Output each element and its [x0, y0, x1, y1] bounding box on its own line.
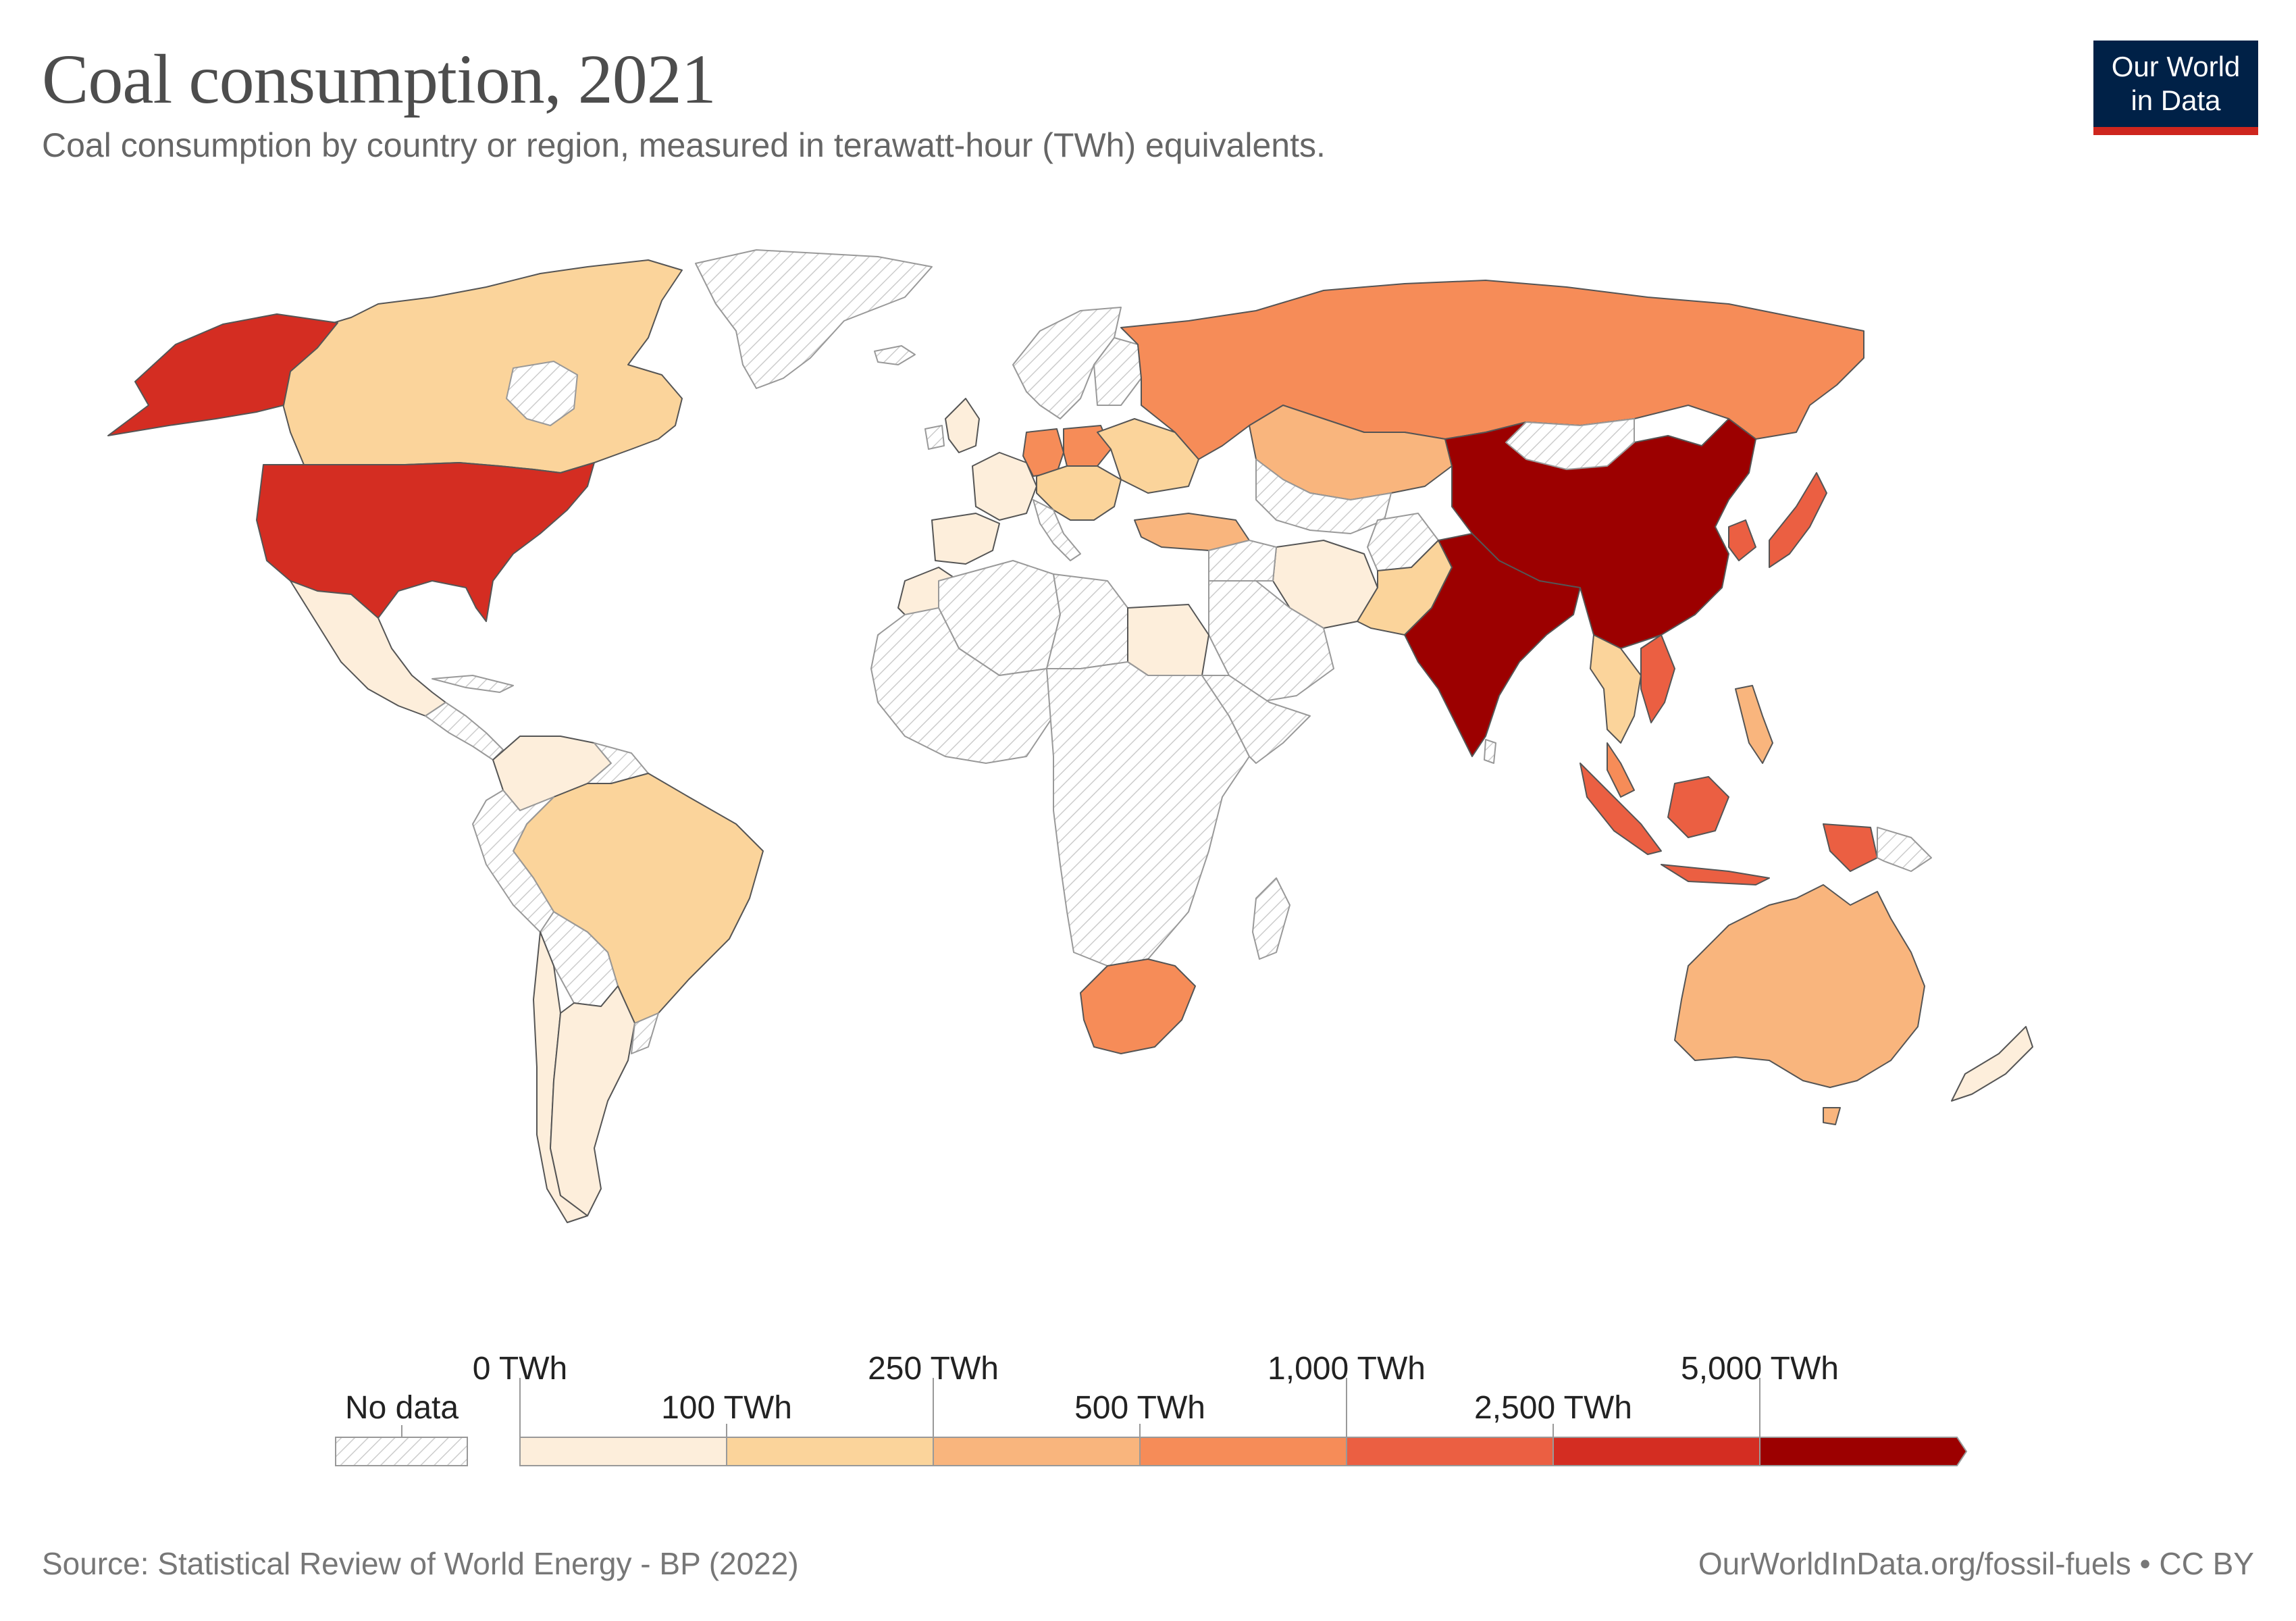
legend-threshold-label: 250 TWh [868, 1351, 999, 1387]
legend-threshold-label: 100 TWh [661, 1390, 792, 1426]
legend-bin[interactable] [726, 1437, 934, 1466]
region-horn-of-africa[interactable] [1201, 675, 1311, 764]
world-map [107, 249, 2033, 1223]
region-malaysia[interactable] [1607, 742, 1635, 798]
legend-no-data-label: No data [345, 1390, 459, 1426]
logo-line-2: in Data [2131, 84, 2221, 116]
legend-bin[interactable] [933, 1437, 1141, 1466]
region-central-america[interactable] [425, 702, 504, 761]
region-united-kingdom[interactable] [945, 398, 980, 453]
region-libya[interactable] [1046, 573, 1128, 669]
legend-no-data-swatch [335, 1437, 468, 1466]
legend-bin[interactable] [1759, 1437, 1968, 1466]
region-iceland[interactable] [874, 345, 916, 365]
region-japan[interactable] [1769, 472, 1827, 568]
region-australia[interactable] [1674, 884, 1925, 1088]
region-greenland[interactable] [695, 249, 933, 389]
region-madagascar[interactable] [1252, 877, 1290, 960]
legend-threshold-label: 0 TWh [473, 1351, 567, 1387]
region-mongolia[interactable] [1505, 418, 1635, 470]
legend-threshold-label: 500 TWh [1074, 1390, 1205, 1426]
legend-bin[interactable] [1346, 1437, 1554, 1466]
region-indonesia-java[interactable] [1661, 864, 1770, 885]
source-note: Source: Statistical Review of World Ener… [42, 1546, 799, 1581]
region-papua-new-guinea[interactable] [1877, 827, 1932, 872]
legend-bin[interactable] [519, 1437, 727, 1466]
logo-line-1: Our World [2111, 51, 2241, 82]
region-uruguay[interactable] [631, 1012, 659, 1054]
legend-bin[interactable] [1139, 1437, 1347, 1466]
region-ireland[interactable] [924, 425, 945, 450]
hudson-bay [506, 361, 578, 426]
legend-threshold-label: 2,500 TWh [1474, 1390, 1632, 1426]
region-italy[interactable] [1033, 499, 1081, 561]
region-canada[interactable] [276, 259, 683, 473]
region-philippines[interactable] [1735, 685, 1773, 764]
chart-subtitle: Coal consumption by country or region, m… [42, 126, 1326, 164]
region-indonesia-sumatra[interactable] [1580, 763, 1662, 855]
region-south-korea[interactable] [1728, 519, 1756, 561]
region-southeast-asia[interactable] [1590, 634, 1642, 744]
legend-bin[interactable] [1553, 1437, 1760, 1466]
region-indonesia-papua[interactable] [1823, 823, 1878, 872]
legend-bins [519, 1437, 1968, 1466]
region-west-africa[interactable] [870, 607, 1054, 764]
legend-labels: 0 TWh 250 TWh 1,000 TWh 5,000 TWh 100 TWh 500… [473, 1351, 1839, 1426]
region-alaska[interactable] [107, 313, 338, 436]
region-egypt[interactable] [1127, 604, 1209, 676]
region-new-zealand[interactable] [1951, 1026, 2033, 1102]
legend: No data 0 TWh 250 TWh 1,000 TWh 5,000 TWh 10… [335, 1351, 1968, 1466]
region-tasmania[interactable] [1823, 1107, 1841, 1125]
region-vietnam[interactable] [1640, 634, 1675, 723]
region-central-africa[interactable] [1046, 661, 1250, 967]
credit-link[interactable]: OurWorldInData.org/fossil-fuels • CC BY [1698, 1546, 2254, 1581]
region-france[interactable] [972, 452, 1037, 521]
region-spain[interactable] [931, 513, 1000, 565]
legend-ticks [519, 1378, 1760, 1437]
owid-logo[interactable]: Our World in Data [2093, 41, 2258, 135]
legend-threshold-label: 5,000 TWh [1681, 1351, 1839, 1387]
region-argentina[interactable] [550, 985, 635, 1216]
region-saudi-arabia[interactable] [1208, 580, 1334, 703]
region-caribbean[interactable] [432, 675, 514, 693]
region-indonesia-borneo[interactable] [1667, 776, 1729, 838]
region-iraq-syria[interactable] [1208, 540, 1277, 582]
region-russia[interactable] [1120, 280, 1864, 460]
region-sri-lanka[interactable] [1484, 739, 1496, 764]
region-ukraine[interactable] [1097, 418, 1199, 494]
legend-threshold-label: 1,000 TWh [1268, 1351, 1426, 1387]
chart-title: Coal consumption, 2021 [42, 41, 716, 118]
region-central-europe[interactable] [1036, 465, 1122, 521]
region-south-africa[interactable] [1080, 958, 1196, 1054]
